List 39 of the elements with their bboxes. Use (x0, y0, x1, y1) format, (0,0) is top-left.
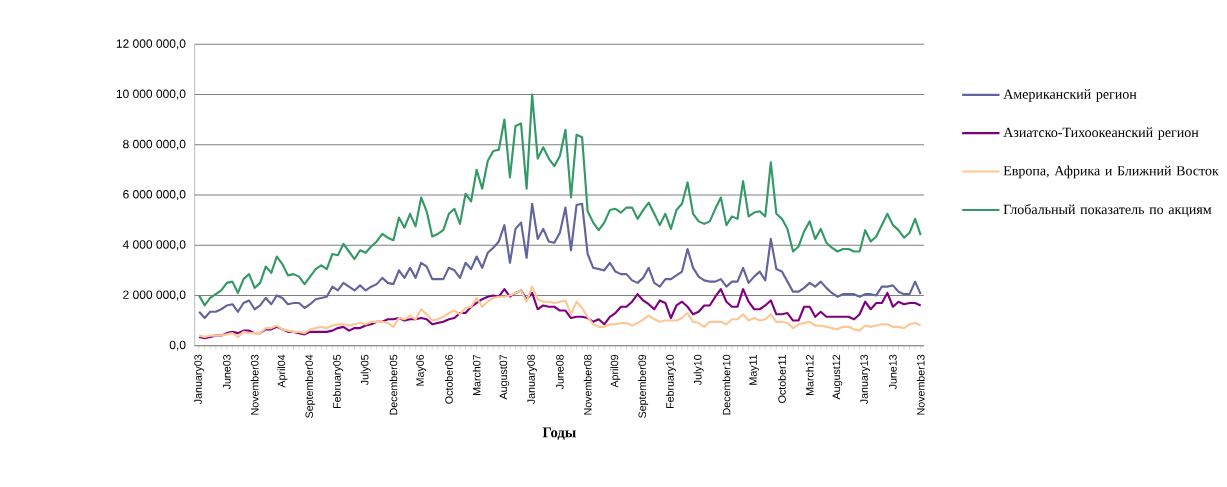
legend-label: Американский регион (1003, 89, 1137, 102)
x-tick-label: April09 (610, 354, 621, 388)
x-tick-label: November03 (250, 354, 259, 415)
x-tick-label: May11 (749, 354, 759, 385)
legend-label: Европа, Африка и Ближний Восток (1003, 165, 1219, 179)
x-tick-label: December05 (389, 354, 398, 415)
x-tick-label: January03 (194, 354, 204, 405)
x-tick-label: March07 (472, 354, 481, 395)
y-tick-label: 0,0 (169, 340, 186, 351)
x-tick-label: November13 (916, 354, 925, 415)
y-tick-label: 4 000 000,0 (122, 240, 186, 251)
x-tick-label: May06 (416, 354, 426, 386)
x-tick-label: June13 (889, 354, 897, 390)
x-tick-label: February05 (332, 354, 343, 409)
x-tick-label: July05 (360, 354, 371, 386)
y-tick-label: 8 000 000,0 (123, 139, 186, 150)
x-tick-label: December10 (722, 354, 731, 415)
x-tick-label: September04 (305, 354, 316, 418)
x-tick-label: August12 (832, 354, 843, 400)
y-tick-label: 2 000 000,0 (123, 290, 186, 301)
x-tick-label: February10 (665, 354, 676, 409)
x-tick-label: April04 (277, 354, 288, 388)
x-tick-label: January13 (860, 354, 871, 405)
y-tick-label: 12 000 000,0 (116, 39, 186, 50)
x-tick-label: January08 (527, 354, 537, 405)
y-tick-label: 6 000 000,0 (123, 190, 186, 200)
legend-label: Азиатско-Тихоокеанский регион (1003, 127, 1199, 140)
x-tick-label: June03 (223, 354, 231, 390)
x-tick-label: March12 (805, 354, 814, 395)
x-tick-label: November08 (583, 354, 592, 415)
x-axis-title: Годы (542, 427, 576, 440)
x-tick-label: July10 (693, 354, 704, 386)
y-tick-label: 10 000 000,0 (116, 89, 186, 100)
legend-label: Глобальный показатель по акциям (1003, 204, 1212, 217)
x-tick-label: October11 (777, 354, 786, 403)
x-tick-label: October06 (444, 354, 453, 404)
x-tick-label: August07 (499, 354, 510, 400)
x-tick-label: September09 (638, 354, 649, 418)
x-tick-label: June08 (556, 354, 564, 390)
